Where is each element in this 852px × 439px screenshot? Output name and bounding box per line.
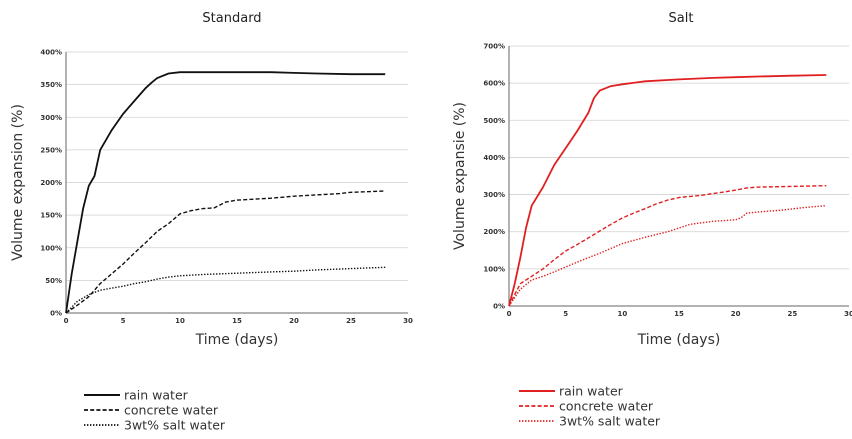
- y-tick-label: 0%: [493, 303, 505, 311]
- legend-label: rain water: [124, 388, 189, 403]
- y-tick-label: 400%: [40, 49, 62, 57]
- chart-title: Salt: [669, 11, 694, 26]
- y-tick-label: 350%: [40, 81, 62, 89]
- x-axis-title: Time (days): [195, 332, 279, 348]
- x-tick-label: 30: [403, 317, 413, 325]
- y-tick-label: 100%: [483, 265, 505, 273]
- series-line-dotted: [508, 205, 827, 307]
- y-tick-label: 250%: [40, 146, 62, 154]
- legend-label: rain water: [559, 384, 624, 399]
- x-tick-label: 5: [563, 310, 568, 318]
- series-line-dashed: [508, 185, 827, 307]
- x-tick-label: 25: [787, 310, 797, 318]
- series-line-solid: [65, 71, 386, 314]
- y-tick-label: 200%: [483, 228, 505, 236]
- y-tick-label: 600%: [483, 80, 505, 88]
- y-tick-label: 700%: [483, 43, 505, 51]
- x-tick-label: 20: [731, 310, 741, 318]
- series-line-dotted: [65, 266, 386, 314]
- y-tick-label: 300%: [40, 114, 62, 122]
- legend-label: concrete water: [559, 399, 654, 414]
- x-tick-label: 5: [121, 317, 126, 325]
- legend-label: 3wt% salt water: [124, 418, 226, 433]
- y-axis-title: Volume expansie (%): [452, 102, 468, 250]
- x-tick-label: 30: [844, 310, 852, 318]
- x-tick-label: 15: [674, 310, 684, 318]
- x-tick-label: 20: [289, 317, 299, 325]
- y-tick-label: 400%: [483, 154, 505, 162]
- x-tick-label: 25: [346, 317, 356, 325]
- y-tick-label: 100%: [40, 244, 62, 252]
- y-tick-label: 200%: [40, 179, 62, 187]
- legend-label: concrete water: [124, 403, 219, 418]
- series-line-dashed: [65, 190, 386, 314]
- y-axis-title: Volume expansion (%): [10, 104, 26, 261]
- chart-standard: Standard 0% 50% 100% 150% 200% 250% 300% 350% 400…: [10, 11, 413, 433]
- x-tick-label: 10: [175, 317, 185, 325]
- x-axis-title: Time (days): [637, 332, 721, 348]
- y-tick-label: 500%: [483, 117, 505, 125]
- x-tick-label: 0: [507, 310, 512, 318]
- x-tick-label: 15: [232, 317, 242, 325]
- y-tick-label: 50%: [45, 277, 62, 285]
- y-tick-label: 150%: [40, 212, 62, 220]
- legend-label: 3wt% salt water: [559, 414, 661, 429]
- chart-salt: Salt 0% 100% 200% 300% 400% 500% 600% 700% 0 5 10 15…: [452, 11, 852, 429]
- y-tick-label: 300%: [483, 191, 505, 199]
- y-tick-label: 0%: [50, 310, 62, 318]
- series-line-solid: [508, 74, 827, 307]
- x-tick-label: 10: [617, 310, 627, 318]
- chart-title: Standard: [202, 11, 261, 26]
- x-tick-label: 0: [64, 317, 69, 325]
